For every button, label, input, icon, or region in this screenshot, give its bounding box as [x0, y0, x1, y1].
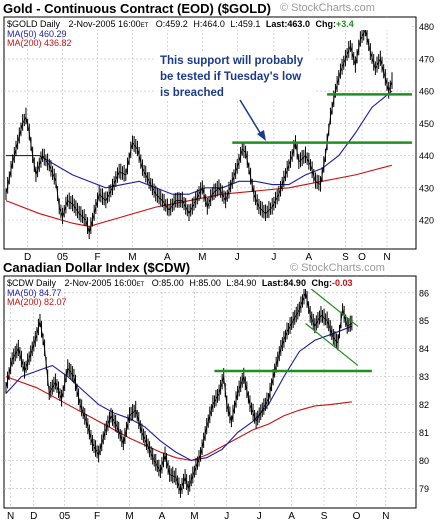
cdw-y-axis: 79 80 81 82 83 84 85 86: [419, 288, 429, 494]
gold-y-tick-label: 440: [419, 151, 434, 161]
gold-y-tick-label: 460: [419, 87, 434, 97]
gold-y-axis: 420 430 440 450 460 470 480: [419, 22, 434, 225]
cdw-channel-line-1: [305, 323, 359, 366]
cdw-y-tick-label: 80: [419, 456, 429, 466]
cdw-channel-line-0: [305, 283, 359, 327]
gold-x-tick-label: N: [383, 252, 390, 263]
cdw-x-tick-label: O: [353, 511, 361, 522]
cdw-y-tick-label: 86: [419, 288, 429, 298]
cdw-y-tick-label: 82: [419, 400, 429, 410]
gold-support-group: [232, 93, 412, 144]
gold-x-tick-label: D: [24, 252, 31, 263]
gold-x-tick-label: S: [342, 252, 349, 263]
gold-watermark: © StockCharts.com: [280, 2, 375, 14]
cdw-header-open: O:85.00: [152, 278, 184, 288]
gold-y-tick-label: 470: [419, 54, 434, 64]
gold-x-tick-label: J: [235, 252, 240, 263]
cdw-header-low: L:84.90: [226, 278, 256, 288]
gold-header-chg-label: Chg:: [315, 19, 336, 29]
cdw-watermark: © StockCharts.com: [290, 262, 385, 274]
cdw-x-axis: N D 05 F M A M J J A S O N: [7, 511, 389, 522]
cdw-header-last: Last:84.90: [262, 278, 306, 288]
cdw-ma200-group: [5, 376, 352, 462]
cdw-x-tick-label: S: [321, 511, 328, 522]
cdw-plot-frame: [3, 275, 417, 509]
cdw-x-tick-label: N: [382, 511, 389, 522]
cdw-x-tick-label: J: [224, 511, 229, 522]
gold-price-group: [5, 22, 393, 239]
cdw-header-symbol: $CDW Daily: [7, 278, 57, 288]
cdw-support-group: [214, 283, 372, 373]
cdw-legend-ma200: MA(200) 82.07: [7, 297, 67, 307]
annotation-arrow-head: [257, 130, 266, 141]
gold-header-low: L:459.1: [230, 19, 260, 29]
gold-header: $GOLD Daily 2-Nov-2005 16:00ET O:459.2 H…: [7, 19, 354, 29]
annotation-arrow-shaft: [239, 99, 263, 137]
gold-header-date: 2-Nov-2005 16:00: [69, 19, 141, 29]
gold-y-tick-label: 450: [419, 119, 434, 129]
cdw-x-tick-label: 05: [59, 511, 71, 522]
gold-x-tick-label: A: [305, 252, 312, 263]
cdw-x-tick-label: F: [94, 511, 100, 522]
gold-x-tick-label: J: [271, 252, 276, 263]
gold-x-tick-label: M: [198, 252, 206, 263]
cdw-y-tick-label: 83: [419, 372, 429, 382]
gold-header-high: H:464.0: [193, 19, 225, 29]
cdw-ma50-line: [5, 325, 353, 462]
gold-x-tick-label: 05: [57, 252, 69, 263]
cdw-header-chg-label: Chg:: [311, 278, 332, 288]
cdw-x-tick-label: J: [257, 511, 262, 522]
gold-header-last: Last:463.0: [266, 19, 310, 29]
cdw-price-line: [5, 291, 353, 493]
cdw-x-tick-label: D: [30, 511, 37, 522]
cdw-x-tick-label: N: [7, 511, 14, 522]
cdw-header-high: H:85.00: [189, 278, 221, 288]
gold-x-tick-label: M: [128, 252, 136, 263]
annotation-bg: [156, 51, 314, 99]
annotation-line-1: This support will probably: [160, 55, 304, 67]
cdw-x-tick-label: A: [159, 511, 166, 522]
cdw-y-tick-label: 81: [419, 428, 429, 438]
gold-price-line: [5, 28, 393, 233]
gold-y-tick-label: 430: [419, 183, 434, 193]
gold-y-tick-label: 480: [419, 22, 434, 32]
gold-x-tick-label: F: [94, 252, 100, 263]
gold-header-open: O:459.2: [156, 19, 188, 29]
gold-x-tick-label: O: [358, 252, 366, 263]
cdw-x-tick-label: M: [125, 511, 133, 522]
cdw-title: Canadian Dollar Index ($CDW): [3, 260, 190, 275]
gold-legend-ma200: MA(200) 436.82: [7, 38, 72, 48]
gold-legend-ma50: MA(50) 460.29: [7, 29, 67, 39]
cdw-x-tick-label: A: [288, 511, 295, 522]
cdw-y-tick-label: 84: [419, 344, 429, 354]
gold-x-tick-label: A: [164, 252, 171, 263]
gold-title: Gold - Continuous Contract (EOD) ($GOLD): [3, 1, 271, 16]
cdw-legend-ma50: MA(50) 84.77: [7, 288, 62, 298]
gold-x-axis: D 05 F M A M J J A S O N: [24, 252, 391, 263]
cdw-ma50-group: [5, 325, 353, 462]
cdw-y-tick-label: 85: [419, 316, 429, 326]
gold-y-tick-label: 420: [419, 216, 434, 226]
gold-header-symbol: $GOLD Daily: [7, 19, 61, 29]
cdw-price-group: [5, 286, 353, 498]
annotation-line-2: be tested if Tuesday's low: [160, 71, 301, 83]
annotation-line-3: is breached: [160, 87, 224, 99]
cdw-y-tick-label: 79: [419, 484, 429, 494]
cdw-ma200-line: [5, 376, 352, 462]
gold-header-date-suffix: ET: [141, 23, 149, 29]
cdw-x-tick-label: M: [190, 511, 198, 522]
cdw-header-chg-value: -0.03: [332, 278, 353, 288]
cdw-header: $CDW Daily 2-Nov-2005 16:00ET O:85.00 H:…: [7, 278, 352, 288]
cdw-header-bg: [5, 277, 410, 289]
cdw-header-date-suffix: ET: [137, 282, 145, 288]
gold-header-bg: [5, 18, 410, 30]
cdw-header-date: 2-Nov-2005 16:00: [65, 278, 137, 288]
gold-header-chg-value: +3.4: [336, 19, 354, 29]
